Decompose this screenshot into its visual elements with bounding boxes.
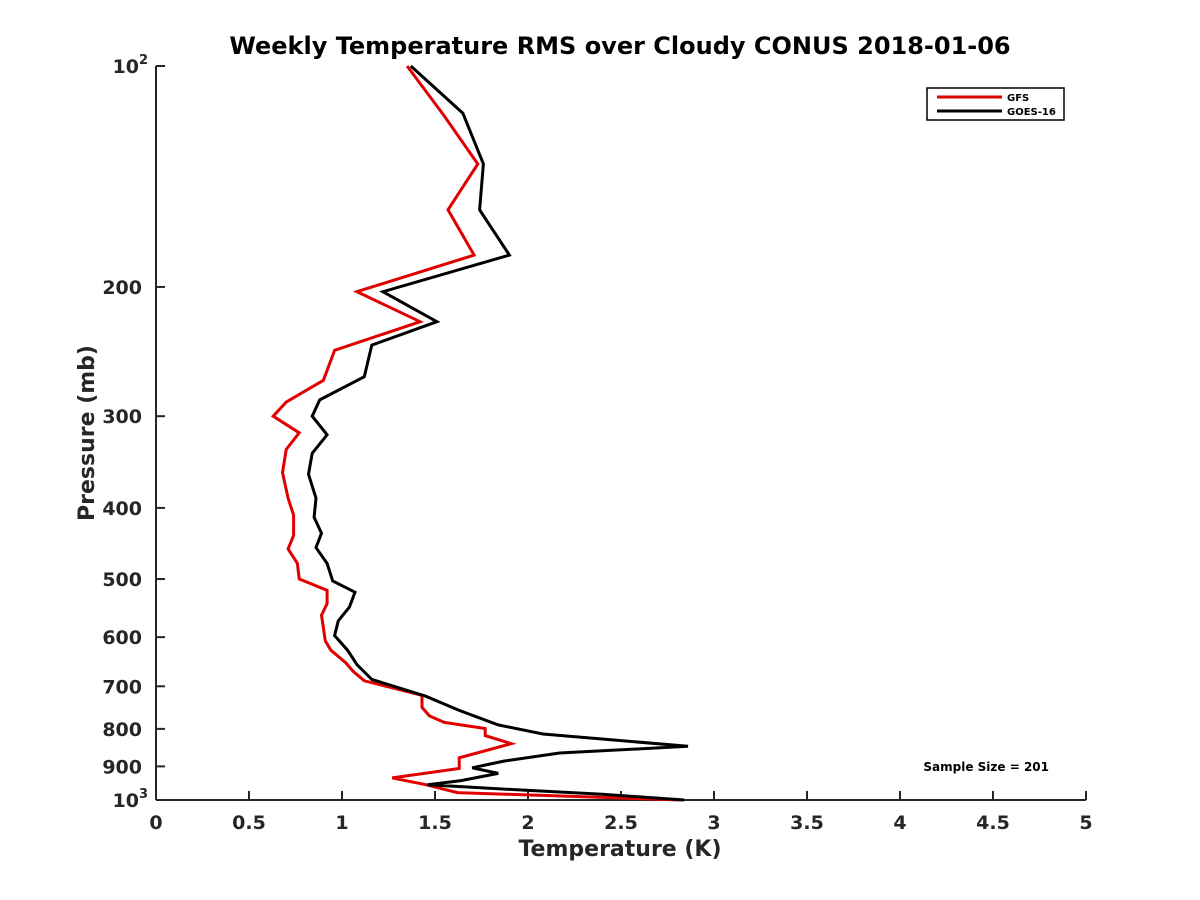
- legend-box: [926, 87, 1065, 121]
- x-axis: 0 0.5 1 1.5 2 2.5 3 3.5 4 4.5 5: [149, 791, 1093, 834]
- x-tick-label: 3.5: [790, 812, 824, 834]
- sample-size-annotation: Sample Size = 201: [923, 760, 1049, 774]
- y-tick-label: 700: [102, 676, 142, 698]
- y-axis-label: Pressure (mb): [75, 345, 100, 521]
- x-tick-label: 3: [707, 812, 720, 834]
- legend-label: GFS: [1007, 93, 1029, 104]
- y-tick-label: 600: [102, 627, 142, 649]
- legend-label: GOES-16: [1007, 107, 1056, 118]
- y-tick-label: 500: [102, 569, 142, 591]
- x-tick-label: 4.5: [976, 812, 1010, 834]
- series-lines: [270, 64, 689, 802]
- x-tick-label: 5: [1079, 812, 1092, 834]
- x-tick-label: 0: [149, 812, 162, 834]
- y-axis: 102 200 300 400 500 600 700 800 900 103: [102, 53, 165, 812]
- x-axis-label: Temperature (K): [518, 837, 721, 862]
- y-tick-label: 102: [113, 53, 149, 78]
- legend: GFS GOES-16: [926, 87, 1065, 121]
- y-tick-label: 300: [102, 406, 142, 428]
- series-line-gfs: [270, 65, 681, 802]
- x-tick-label: 1: [335, 812, 348, 834]
- series-line-goes-16: [306, 64, 689, 802]
- plot-area: [155, 66, 1086, 801]
- x-tick-label: 4: [893, 812, 906, 834]
- y-tick-label: 200: [102, 277, 142, 299]
- x-tick-label: 2.5: [604, 812, 638, 834]
- chart-title: Weekly Temperature RMS over Cloudy CONUS…: [229, 32, 1010, 60]
- y-tick-label: 103: [113, 787, 149, 812]
- x-tick-label: 1.5: [418, 812, 452, 834]
- x-tick-label: 0.5: [232, 812, 266, 834]
- y-tick-label: 900: [102, 756, 142, 778]
- y-tick-label: 800: [102, 719, 142, 741]
- y-tick-label: 400: [102, 498, 142, 520]
- x-tick-label: 2: [521, 812, 534, 834]
